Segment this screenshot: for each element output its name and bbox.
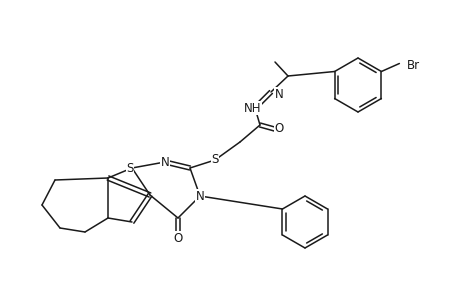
Text: N: N [160,155,169,169]
Text: N: N [195,190,204,202]
Text: S: S [126,161,134,175]
Text: O: O [274,122,283,134]
Text: Br: Br [405,59,419,72]
Text: NH: NH [244,101,261,115]
Text: S: S [211,152,218,166]
Text: O: O [173,232,182,244]
Text: N: N [274,88,283,100]
